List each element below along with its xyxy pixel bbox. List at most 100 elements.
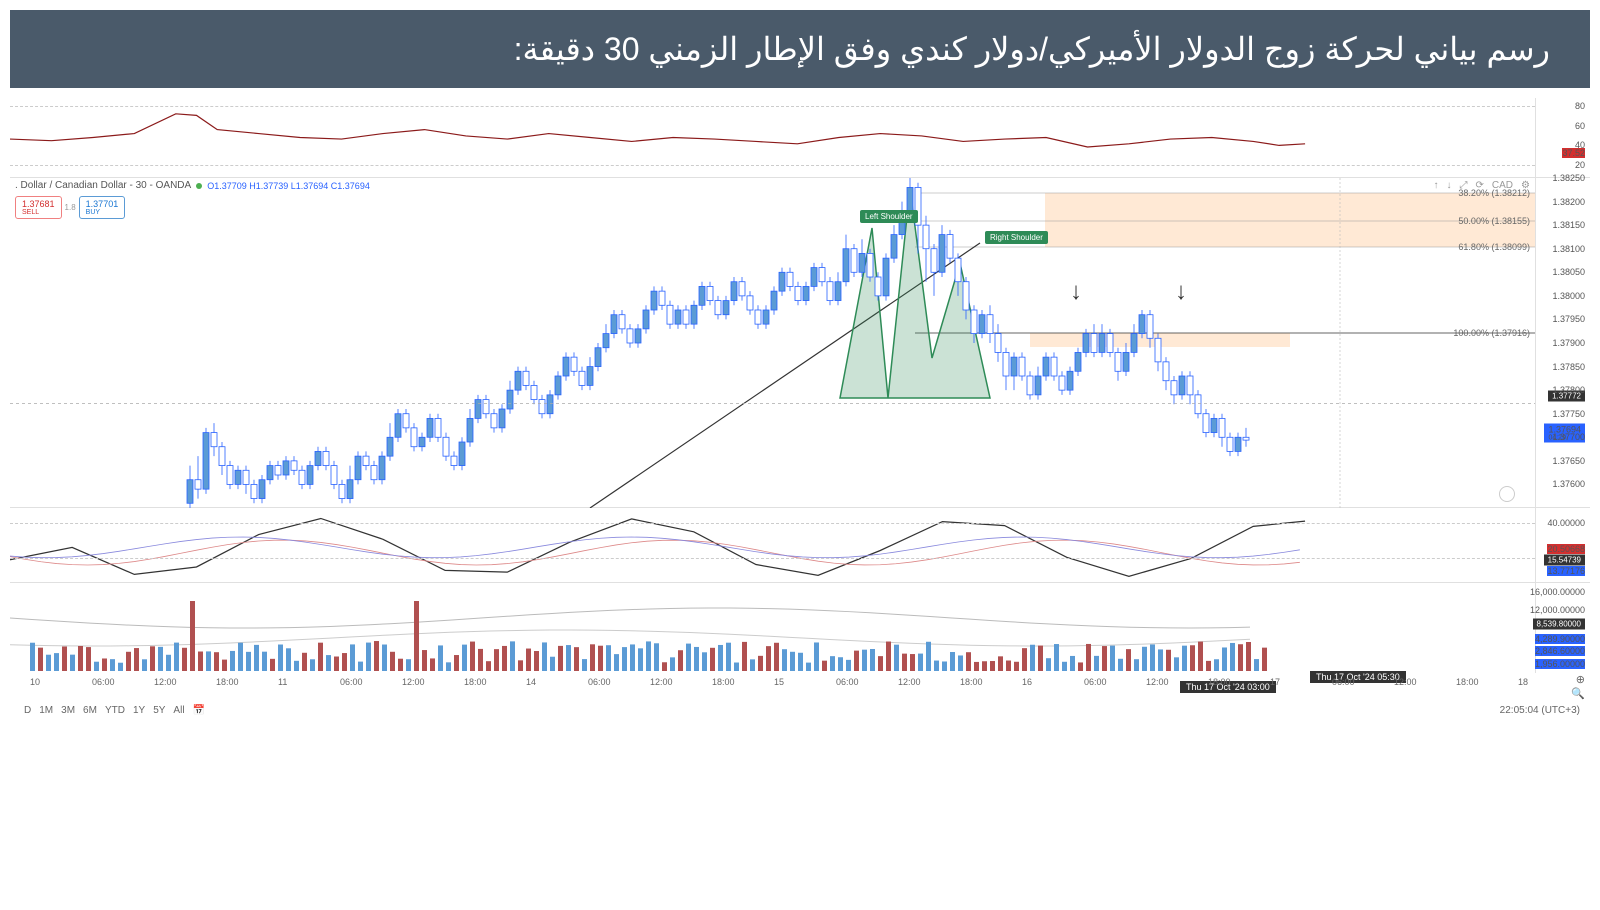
rsi-tick: 20	[1575, 160, 1585, 170]
settings-gear-icon[interactable]: ⊕	[1576, 673, 1585, 686]
buy-button[interactable]: 1.37701 BUY	[79, 196, 126, 219]
price-tick: 1.38100	[1552, 244, 1585, 254]
spread: 1.8	[65, 203, 76, 212]
time-label: 18	[1518, 677, 1528, 687]
move-up-icon[interactable]: ↑	[1434, 180, 1439, 191]
time-label: 12:00	[1146, 677, 1169, 687]
price-tick: 1.38200	[1552, 197, 1585, 207]
stoch-tick: 40.00000	[1547, 518, 1585, 528]
vol-tag: 8,539.80000	[1533, 618, 1586, 629]
timeframe-3m[interactable]: 3M	[57, 703, 79, 718]
vol-tick: 12,000.00000	[1530, 605, 1585, 615]
time-label: 11	[278, 677, 287, 687]
timeframe-d[interactable]: D	[20, 703, 35, 718]
stoch-tag: 13.77176	[1547, 566, 1585, 576]
fib-label: 50.00% (1.38155)	[1458, 216, 1530, 226]
live-dot	[196, 183, 202, 189]
price-panel[interactable]: . Dollar / Canadian Dollar - 30 - OANDA …	[10, 178, 1590, 508]
price-tick: 1.37950	[1552, 314, 1585, 324]
stoch-tag: 15.54739	[1544, 554, 1585, 565]
volume-panel: 16,000.00000 12,000.00000 8,539.80000 4,…	[10, 583, 1590, 673]
right-shoulder-label: Right Shoulder	[985, 231, 1048, 244]
clock-label: 22:05:04 (UTC+3)	[1500, 705, 1580, 716]
time-label: 12:00	[1394, 677, 1417, 687]
price-tick: 1.37600	[1552, 479, 1585, 489]
price-tick: 1.37650	[1552, 456, 1585, 466]
currency-label[interactable]: CAD	[1492, 180, 1513, 191]
price-tick: 1.38250	[1552, 173, 1585, 183]
left-shoulder-label: Left Shoulder	[860, 210, 918, 223]
price-yaxis: 1.37772 1.37694 04:29 1.382501.382001.38…	[1535, 178, 1590, 507]
time-label: 12:00	[154, 677, 177, 687]
symbol-bar: . Dollar / Canadian Dollar - 30 - OANDA …	[15, 180, 370, 191]
price-tick: 1.37800	[1552, 385, 1585, 395]
vol-tag: 2,846.60000	[1535, 646, 1585, 656]
time-label: 18:00	[216, 677, 239, 687]
down-arrow-icon: ↓	[1070, 278, 1082, 306]
date-badge: Thu 17 Oct '24 05:30	[1310, 671, 1406, 683]
time-label: 14	[526, 677, 536, 687]
time-label: 06:00	[588, 677, 611, 687]
time-label: 06:00	[1084, 677, 1107, 687]
price-tick: 1.38150	[1552, 220, 1585, 230]
price-tick: 1.37900	[1552, 338, 1585, 348]
move-down-icon[interactable]: ↓	[1447, 180, 1452, 191]
time-label: 12:00	[650, 677, 673, 687]
vol-tag: 4,289.90000	[1535, 634, 1585, 644]
rsi-tick: 80	[1575, 101, 1585, 111]
refresh-icon[interactable]: ⟳	[1476, 180, 1484, 191]
time-label: 06:00	[836, 677, 859, 687]
stoch-tag: 20.50668	[1547, 544, 1585, 554]
stochastic-panel: 40.00000 20.50668 15.54739 13.77176	[10, 508, 1590, 583]
time-label: 12:00	[402, 677, 425, 687]
vol-tag: 1,956.00000	[1535, 659, 1585, 669]
timeframe-all[interactable]: All	[169, 703, 188, 718]
page-title-banner: رسم بياني لحركة زوج الدولار الأميركي/دول…	[10, 10, 1590, 88]
stoch-yaxis: 40.00000 20.50668 15.54739 13.77176	[1535, 508, 1590, 582]
time-label: 15	[774, 677, 784, 687]
chart-controls: ↑ ↓ ⤢ ⟳ CAD ⚙	[1434, 180, 1530, 191]
price-tick: 1.38050	[1552, 267, 1585, 277]
time-label: 12:00	[898, 677, 921, 687]
timeframe-5y[interactable]: 5Y	[149, 703, 169, 718]
timeframe-6m[interactable]: 6M	[79, 703, 101, 718]
rsi-yaxis: 80 60 40 20 37.52	[1535, 98, 1590, 177]
rsi-tick: 60	[1575, 121, 1585, 131]
sell-button[interactable]: 1.37681 SELL	[15, 196, 62, 219]
down-arrow-icon: ↓	[1175, 278, 1187, 306]
fib-label: 100.00% (1.37916)	[1453, 328, 1530, 338]
time-label: 16	[1022, 677, 1032, 687]
bottom-toolbar: D1M3M6MYTD1Y5YAll📅 22:05:04 (UTC+3)	[10, 698, 1590, 723]
price-tick: 1.37850	[1552, 362, 1585, 372]
rsi-value-tag: 37.52	[1562, 148, 1585, 158]
time-label: 18:00	[960, 677, 983, 687]
time-label: 06:00	[92, 677, 115, 687]
price-tick: 1.37700	[1552, 432, 1585, 442]
volume-yaxis: 16,000.00000 12,000.00000 8,539.80000 4,…	[1535, 583, 1590, 673]
time-label: 18:00	[712, 677, 735, 687]
zoom-icon[interactable]: 🔍	[1571, 687, 1585, 700]
settings-icon[interactable]: ⚙	[1521, 180, 1530, 191]
calendar-icon[interactable]: 📅	[189, 703, 209, 718]
page-title-text: رسم بياني لحركة زوج الدولار الأميركي/دول…	[514, 31, 1550, 67]
rsi-panel: 80 60 40 20 37.52	[10, 98, 1590, 178]
price-tick: 1.37750	[1552, 409, 1585, 419]
time-label: 18:00	[1456, 677, 1479, 687]
ohlc-text: O1.37709 H1.37739 L1.37694 C1.37694	[207, 181, 370, 191]
time-label: 06:00	[340, 677, 363, 687]
time-label: 17	[1270, 677, 1280, 687]
time-axis: Thu 17 Oct '24 03:00 Thu 17 Oct '24 05:3…	[10, 673, 1590, 698]
price-tick: 1.38000	[1552, 291, 1585, 301]
watermark-icon	[1499, 486, 1515, 502]
timeframe-1m[interactable]: 1M	[35, 703, 57, 718]
expand-icon[interactable]: ⤢	[1460, 180, 1468, 191]
vol-tick: 16,000.00000	[1530, 587, 1585, 597]
fib-label: 61.80% (1.38099)	[1458, 242, 1530, 252]
time-label: 18:00	[1208, 677, 1231, 687]
timeframe-1y[interactable]: 1Y	[129, 703, 149, 718]
timeframe-buttons: D1M3M6MYTD1Y5YAll📅	[20, 703, 209, 718]
chart-container: 80 60 40 20 37.52 . Dollar / Canadian Do…	[10, 98, 1590, 723]
timeframe-ytd[interactable]: YTD	[101, 703, 129, 718]
time-label: 18:00	[464, 677, 487, 687]
time-label: 06:00	[1332, 677, 1355, 687]
